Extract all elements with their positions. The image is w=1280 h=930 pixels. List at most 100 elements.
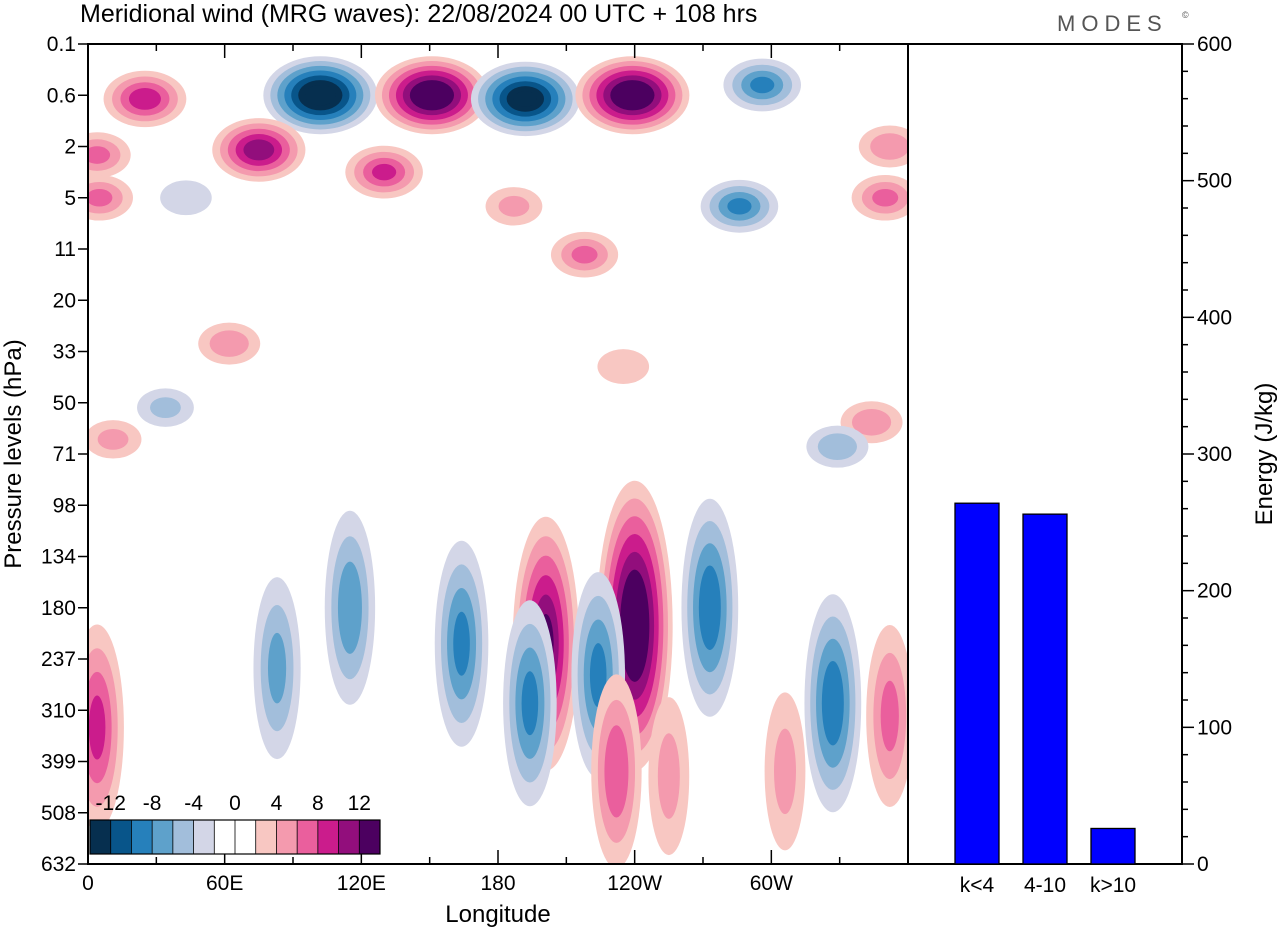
contour-feature (470, 61, 580, 137)
contour-feature (503, 600, 557, 807)
contour-feature (723, 58, 802, 112)
contour-band (870, 133, 908, 160)
contour-feature (88, 174, 133, 221)
y-tick-label: 71 (53, 443, 76, 466)
contour-band (774, 728, 796, 815)
contour-band (880, 680, 899, 752)
contour-feature (160, 180, 212, 216)
y-tick-label: 0.1 (47, 33, 76, 56)
colorbar-swatch (193, 820, 215, 854)
contour-band (521, 671, 539, 736)
y-tick-label: 11 (54, 238, 76, 261)
contour-feature (700, 179, 779, 233)
colorbar-swatch (214, 820, 236, 854)
contour-feature (591, 674, 642, 864)
y-tick-label: 399 (41, 751, 76, 774)
y-tick-label: 0.6 (47, 84, 76, 107)
colorbar-label: 12 (348, 792, 371, 815)
modes-logo: MODES © (1057, 10, 1189, 36)
contour-band (571, 245, 598, 264)
colorbar-swatch (90, 820, 112, 854)
contour-band (88, 188, 113, 207)
colorbar-swatch (276, 820, 298, 854)
bar-category-label: 4-10 (1024, 874, 1066, 897)
colorbar-swatch (110, 820, 132, 854)
chart-title: Meridional wind (MRG waves): 22/08/2024 … (80, 0, 757, 28)
contour-band (604, 725, 629, 818)
contour-band (267, 632, 287, 704)
contour-feature (434, 540, 489, 747)
y-tick-label: 134 (41, 546, 76, 569)
x-tick-label: 60E (206, 872, 243, 895)
y-tick-label: 310 (41, 699, 76, 722)
contour-feature (764, 692, 806, 851)
colorbar-label: 0 (229, 792, 241, 815)
contour-band (97, 428, 129, 450)
colorbar-swatch (297, 820, 319, 854)
colorbar-label: -8 (143, 792, 162, 815)
colorbar: -12 -8 -4 0 4 8 12 (89, 792, 381, 855)
contour-feature (198, 322, 261, 365)
colorbar-swatch (359, 820, 381, 854)
bar-category-label: k>10 (1090, 874, 1136, 897)
bar-category-label: k<4 (960, 874, 995, 897)
contour-feature (866, 625, 908, 807)
x-tick-label: 0 (82, 872, 94, 895)
contour-band (243, 139, 275, 161)
contour-band (150, 397, 181, 419)
bar-axes: 0 100 200 300 400 500 600 (1182, 33, 1232, 876)
colorbar-swatch (152, 820, 174, 854)
bar-y-tick-label: 200 (1197, 580, 1232, 603)
contour-band (305, 84, 336, 106)
bar-y-tick-label: 100 (1197, 716, 1232, 739)
heatmap-axes: 0 60E 120E 180 120W 60W 0.1 0.6 2 5 11 20 33 50 71 98 13… (41, 33, 909, 895)
contour-band (727, 198, 752, 215)
contour-feature (851, 174, 908, 221)
y-tick-label: 5 (64, 187, 76, 210)
contour-band (657, 733, 680, 819)
y-tick-label: 33 (53, 341, 76, 364)
contour-band (698, 565, 721, 650)
contour-band (88, 695, 106, 760)
x-tick-label: 120E (337, 872, 386, 895)
y-tick-label: 50 (53, 392, 76, 415)
contour-feature (88, 420, 142, 459)
colorbar-label: 8 (312, 792, 324, 815)
contour-feature (858, 125, 908, 168)
bar-y-tick-label: 0 (1197, 853, 1209, 876)
contour-feature (806, 425, 869, 468)
contour-band (372, 163, 397, 181)
colorbar-swatch (317, 820, 339, 854)
bar-y-tick-label: 600 (1197, 33, 1232, 56)
contour-band (416, 84, 448, 106)
y-tick-label: 180 (41, 597, 76, 620)
x-tick-label: 120W (607, 872, 662, 895)
y-tick-label: 2 (64, 136, 76, 159)
contour-band (337, 561, 362, 654)
contour-feature (137, 388, 194, 427)
colorbar-label: 4 (271, 792, 283, 815)
energy-bar (1090, 827, 1136, 865)
contour-band (88, 146, 111, 164)
logo-text: MODES (1057, 11, 1168, 36)
energy-bars: k<4 4-10 k>10 (954, 502, 1136, 897)
energy-bar (954, 502, 1000, 865)
contour-band (160, 180, 212, 216)
y-tick-label: 20 (53, 289, 76, 312)
contour-band (209, 330, 249, 357)
contour-feature (212, 118, 306, 182)
contour-feature (345, 145, 423, 199)
contour-feature (550, 231, 619, 278)
x-tick-label: 60W (750, 872, 793, 895)
logo-mark: © (1182, 10, 1189, 20)
contour-band (851, 408, 892, 436)
contour-band (617, 84, 648, 106)
contour-band (453, 611, 470, 676)
colorbar-swatch (235, 820, 257, 854)
y-tick-label: 508 (41, 802, 76, 825)
contour-band (821, 661, 844, 746)
contour-feature (88, 624, 124, 831)
heatmap-x-axis-label: Longitude (445, 901, 550, 928)
y-tick-label: 98 (53, 494, 76, 517)
